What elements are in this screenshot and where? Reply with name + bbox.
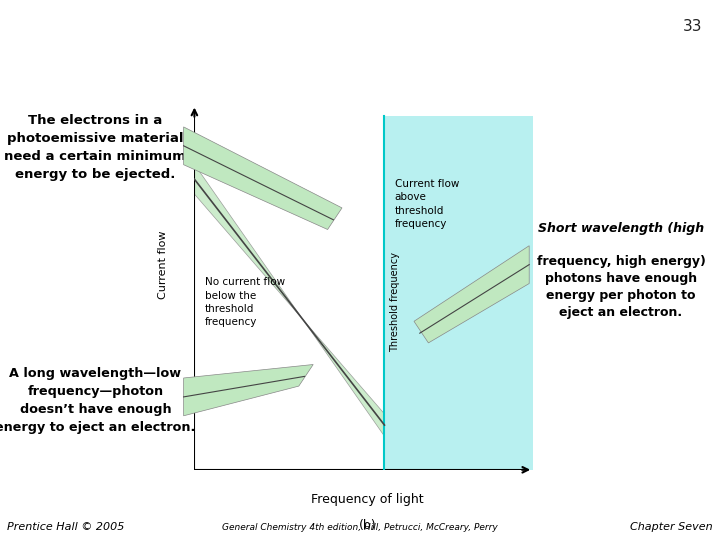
Text: Current flow
above
threshold
frequency: Current flow above threshold frequency bbox=[395, 179, 459, 229]
Text: frequency, high energy)
photons have enough
energy per photon to
eject an electr: frequency, high energy) photons have eno… bbox=[536, 255, 706, 319]
Text: The electrons in a
photoemissive material
need a certain minimum
energy to be ej: The electrons in a photoemissive materia… bbox=[4, 113, 186, 181]
Text: 33: 33 bbox=[683, 19, 702, 34]
Text: A long wavelength—low
frequency—photon
doesn’t have enough
energy to eject an el: A long wavelength—low frequency—photon d… bbox=[0, 367, 196, 435]
Text: Current flow: Current flow bbox=[158, 231, 168, 299]
Text: (b): (b) bbox=[359, 519, 376, 532]
Text: General Chemistry 4th edition, Hill, Petrucci, McCreary, Perry: General Chemistry 4th edition, Hill, Pet… bbox=[222, 523, 498, 532]
Bar bbox=[384, 116, 533, 470]
Text: The Photoelectric Effect Explained: The Photoelectric Effect Explained bbox=[17, 35, 557, 63]
Text: Threshold frequency: Threshold frequency bbox=[390, 252, 400, 352]
Text: Frequency of light: Frequency of light bbox=[311, 493, 423, 506]
Polygon shape bbox=[194, 164, 384, 436]
Text: Short wavelength (high: Short wavelength (high bbox=[538, 222, 704, 235]
Text: Prentice Hall © 2005: Prentice Hall © 2005 bbox=[7, 522, 125, 532]
Text: No current flow
below the
threshold
frequency: No current flow below the threshold freq… bbox=[204, 278, 285, 327]
Text: Chapter Seven: Chapter Seven bbox=[630, 522, 713, 532]
